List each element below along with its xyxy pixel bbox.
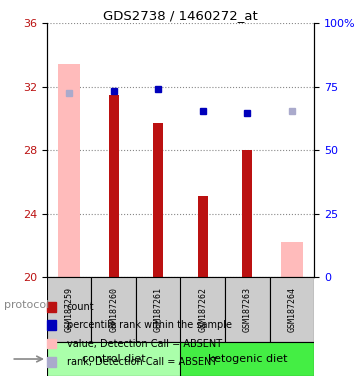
Bar — [58, 65, 80, 277]
Text: GSM187259: GSM187259 — [65, 287, 74, 332]
Bar — [180, 277, 225, 342]
Text: percentile rank within the sample: percentile rank within the sample — [67, 320, 232, 330]
Text: rank, Detection Call = ABSENT: rank, Detection Call = ABSENT — [67, 357, 217, 367]
Bar — [225, 277, 270, 342]
Bar — [47, 342, 180, 376]
Bar — [198, 196, 208, 277]
Bar — [109, 94, 119, 277]
Text: protocol: protocol — [4, 300, 49, 310]
Text: GSM187261: GSM187261 — [154, 287, 163, 332]
Bar — [91, 277, 136, 342]
Bar — [270, 277, 314, 342]
Text: ketogenic diet: ketogenic diet — [208, 354, 287, 364]
Text: GSM187262: GSM187262 — [198, 287, 207, 332]
Text: GSM187260: GSM187260 — [109, 287, 118, 332]
Bar — [47, 277, 91, 342]
Text: control diet: control diet — [82, 354, 145, 364]
Bar — [153, 123, 163, 277]
Text: GSM187263: GSM187263 — [243, 287, 252, 332]
Text: value, Detection Call = ABSENT: value, Detection Call = ABSENT — [67, 339, 222, 349]
Text: GSM187264: GSM187264 — [287, 287, 296, 332]
Bar — [180, 342, 314, 376]
Bar — [136, 277, 180, 342]
Text: count: count — [67, 302, 95, 312]
Bar — [280, 242, 303, 277]
Title: GDS2738 / 1460272_at: GDS2738 / 1460272_at — [103, 9, 258, 22]
Bar — [242, 150, 252, 277]
